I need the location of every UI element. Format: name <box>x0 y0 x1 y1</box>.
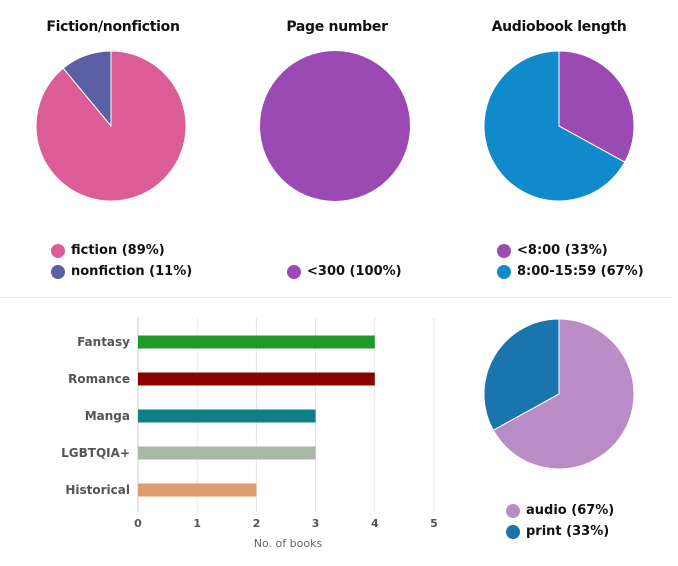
format-panel: audio (67%) print (33%) <box>446 298 672 566</box>
x-tick-label-5: 5 <box>430 517 438 530</box>
format-pie <box>483 318 635 470</box>
legend-swatch-print <box>506 524 520 539</box>
pie-title-audiobook-length: Audiobook length <box>491 19 627 35</box>
page-number-legend: <300 (100%) <box>287 261 402 282</box>
legend-label-under-8h: <8:00 (33%) <box>517 243 608 258</box>
legend-swatch-fiction <box>51 243 65 258</box>
legend-item-under-8h: <8:00 (33%) <box>497 240 644 261</box>
bar-historical <box>138 483 257 497</box>
legend-swatch-audio <box>506 503 520 518</box>
bar-romance <box>138 372 375 386</box>
pie-slice-300-100 <box>260 51 410 201</box>
pie-slice-audio-67 <box>492 318 635 470</box>
legend-label-nonfiction: nonfiction (11%) <box>71 264 193 279</box>
section-divider <box>0 297 672 298</box>
legend-item-under-300: <300 (100%) <box>287 261 402 282</box>
legend-item-fiction: fiction (89%) <box>51 240 192 261</box>
x-tick-label-3: 3 <box>312 517 320 530</box>
pie-slice-nonfiction-11 <box>62 50 112 128</box>
legend-item-8-to-16h: 8:00-15:59 (67%) <box>497 261 644 282</box>
fiction-nonfiction-panel: Fiction/nonfiction fiction (89%) nonfict… <box>0 0 226 290</box>
legend-swatch-under-300 <box>287 264 301 279</box>
legend-item-nonfiction: nonfiction (11%) <box>51 261 192 282</box>
category-label-romance: Romance <box>68 372 130 386</box>
legend-swatch-nonfiction <box>51 264 65 279</box>
x-tick-label-0: 0 <box>134 517 142 530</box>
genre-bar-chart: Fantasy Romance Manga LGBTQIA+ Historical 0 1 2… <box>61 318 438 550</box>
category-label-manga: Manga <box>85 409 130 423</box>
x-tick-label-1: 1 <box>193 517 201 530</box>
pie-title-page-number: Page number <box>286 19 388 35</box>
format-legend: audio (67%) print (33%) <box>506 500 614 542</box>
fiction-nonfiction-pie <box>35 50 187 202</box>
legend-label-fiction: fiction (89%) <box>71 243 165 258</box>
legend-swatch-under-8h <box>497 243 511 258</box>
audiobook-length-panel: Audiobook length <8:00 (33%) 8:00-15:59 … <box>446 0 672 290</box>
bar-manga <box>138 409 316 423</box>
category-label-historical: Historical <box>65 483 130 497</box>
legend-label-print: print (33%) <box>526 524 610 539</box>
legend-label-8-to-16h: 8:00-15:59 (67%) <box>517 264 644 279</box>
category-label-fantasy: Fantasy <box>77 335 130 349</box>
audiobook-length-pie <box>483 50 635 202</box>
legend-item-audio: audio (67%) <box>506 500 614 521</box>
page-number-pie <box>260 51 410 201</box>
x-axis-label: No. of books <box>254 537 323 550</box>
bar-fantasy <box>138 335 375 349</box>
page-number-panel: Page number <300 (100%) <box>224 0 450 290</box>
audiobook-length-legend: <8:00 (33%) 8:00-15:59 (67%) <box>497 240 644 282</box>
legend-label-audio: audio (67%) <box>526 503 615 518</box>
pie-slice-8-00-15-59-67 <box>483 50 626 202</box>
pie-slice-8-00-33 <box>558 50 635 163</box>
fiction-nonfiction-legend: fiction (89%) nonfiction (11%) <box>51 240 192 282</box>
category-label-lgbtqia: LGBTQIA+ <box>61 446 130 460</box>
legend-item-print: print (33%) <box>506 521 614 542</box>
x-tick-label-4: 4 <box>371 517 379 530</box>
bar-lgbtqia <box>138 446 316 460</box>
pie-title-fiction-nonfiction: Fiction/nonfiction <box>46 19 180 35</box>
legend-swatch-8-to-16h <box>497 264 511 279</box>
x-tick-label-2: 2 <box>253 517 261 530</box>
legend-label-under-300: <300 (100%) <box>307 264 402 279</box>
pie-slice-print-33 <box>483 318 560 431</box>
